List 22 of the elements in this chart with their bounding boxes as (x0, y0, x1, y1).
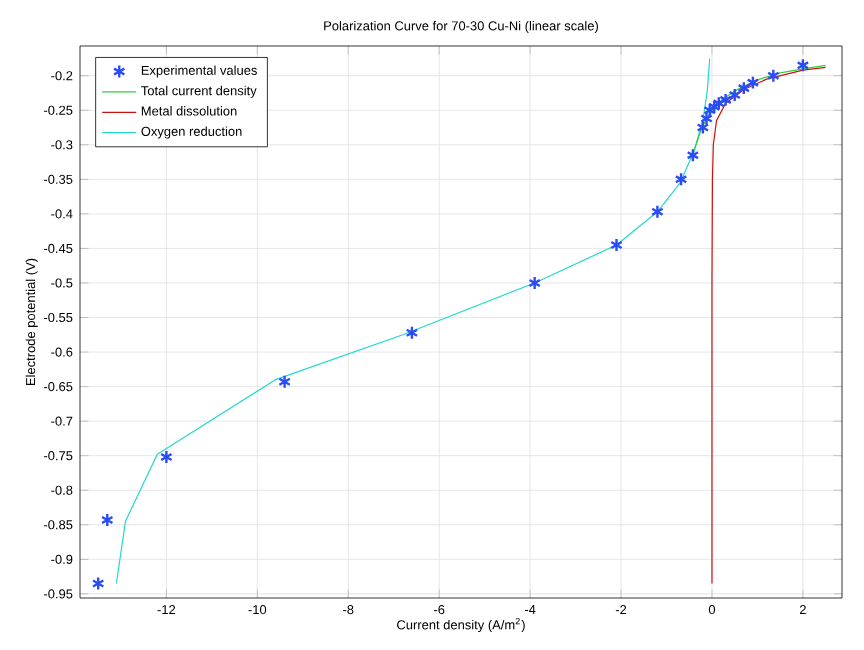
point (728, 87, 742, 103)
point (707, 99, 721, 114)
point (91, 576, 105, 591)
point (719, 92, 732, 108)
point (528, 275, 542, 291)
point (746, 75, 760, 90)
point (686, 147, 700, 163)
point (712, 96, 726, 111)
point (674, 172, 688, 187)
line-series (711, 66, 827, 585)
point (796, 58, 810, 73)
point (696, 120, 710, 135)
point (160, 449, 173, 465)
point (651, 204, 664, 219)
point (278, 374, 291, 389)
point (610, 237, 623, 253)
point (766, 68, 780, 83)
point (737, 80, 751, 96)
point (700, 111, 713, 126)
line-series (115, 57, 711, 585)
point (405, 325, 419, 340)
point (100, 512, 114, 528)
